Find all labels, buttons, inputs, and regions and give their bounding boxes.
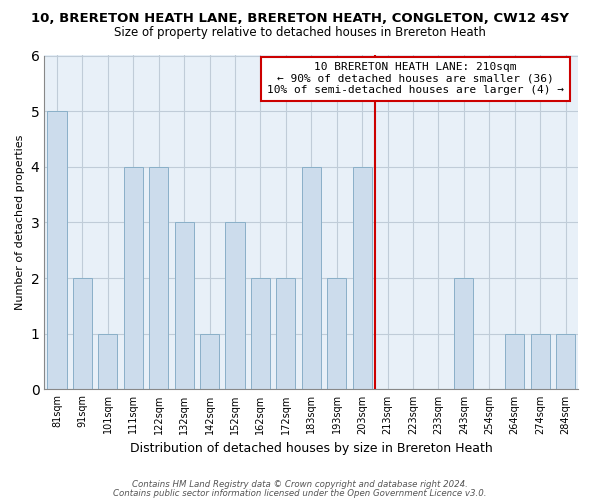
Bar	[353, 167, 372, 390]
X-axis label: Distribution of detached houses by size in Brereton Heath: Distribution of detached houses by size …	[130, 442, 493, 455]
Text: 10 BRERETON HEATH LANE: 210sqm
← 90% of detached houses are smaller (36)
10% of : 10 BRERETON HEATH LANE: 210sqm ← 90% of …	[267, 62, 564, 96]
Text: Size of property relative to detached houses in Brereton Heath: Size of property relative to detached ho…	[114, 26, 486, 39]
Text: Contains HM Land Registry data © Crown copyright and database right 2024.: Contains HM Land Registry data © Crown c…	[132, 480, 468, 489]
Bar	[530, 334, 550, 390]
Bar	[277, 278, 295, 390]
Bar	[226, 222, 245, 390]
Bar	[505, 334, 524, 390]
Bar	[175, 222, 194, 390]
Bar	[454, 278, 473, 390]
Bar	[98, 334, 118, 390]
Bar	[327, 278, 346, 390]
Text: 10, BRERETON HEATH LANE, BRERETON HEATH, CONGLETON, CW12 4SY: 10, BRERETON HEATH LANE, BRERETON HEATH,…	[31, 12, 569, 26]
Bar	[302, 167, 321, 390]
Text: Contains public sector information licensed under the Open Government Licence v3: Contains public sector information licen…	[113, 488, 487, 498]
Bar	[200, 334, 219, 390]
Bar	[124, 167, 143, 390]
Y-axis label: Number of detached properties: Number of detached properties	[15, 135, 25, 310]
Bar	[556, 334, 575, 390]
Bar	[47, 111, 67, 390]
Bar	[73, 278, 92, 390]
Bar	[149, 167, 168, 390]
Bar	[251, 278, 270, 390]
